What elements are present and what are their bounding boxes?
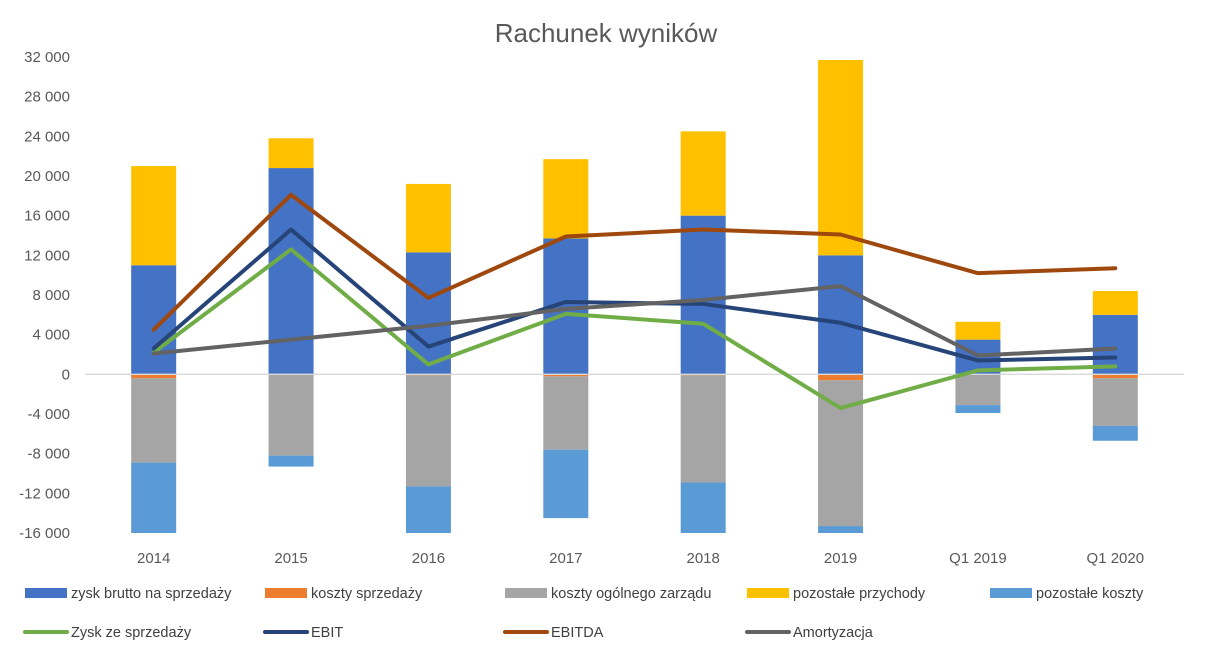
bar-koszty-ogolnego-zarzadu-2014 xyxy=(131,378,177,463)
legend-label: Zysk ze sprzedaży xyxy=(71,625,192,641)
x-tick-label: 2017 xyxy=(549,550,582,567)
bar-pozostale-koszty-2015 xyxy=(268,455,314,467)
legend-label: koszty ogólnego zarządu xyxy=(551,586,711,602)
bar-koszty-sprzedazy-2019 xyxy=(818,374,864,381)
legend-swatch xyxy=(505,588,547,598)
bar-koszty-ogolnego-zarzadu-2016 xyxy=(405,375,451,487)
x-tick-label: Q1 2020 xyxy=(1087,550,1145,567)
bar-pozostale-przychody-2018 xyxy=(680,131,726,216)
y-tick-label: 8 000 xyxy=(32,287,70,304)
y-tick-label: 4 000 xyxy=(32,327,70,344)
bar-pozostale-koszty-q1-2019 xyxy=(955,405,1001,414)
line-ebitda xyxy=(151,192,1118,332)
y-tick-label: 28 000 xyxy=(24,89,70,106)
legend-item-koszty-ogolnego-zarzadu: koszty ogólnego zarządu xyxy=(505,586,711,602)
y-tick-label: 20 000 xyxy=(24,168,70,185)
bar-zysk-brutto-na-sprzedazy-2016 xyxy=(405,252,451,375)
x-tick-label: 2014 xyxy=(137,550,170,567)
bar-pozostale-przychody-2017 xyxy=(543,159,589,239)
legend-label: EBIT xyxy=(311,625,343,641)
bar-koszty-ogolnego-zarzadu-2017 xyxy=(543,376,589,450)
x-tick-label: Q1 2019 xyxy=(949,550,1007,567)
legend-item-ebitda: EBITDA xyxy=(503,625,604,641)
legend-label: Amortyzacja xyxy=(793,625,874,641)
legend-item-koszty-sprzedazy: koszty sprzedaży xyxy=(265,586,423,602)
bar-zysk-brutto-na-sprzedazy-2015 xyxy=(268,168,314,375)
legend-swatch xyxy=(747,588,789,598)
bar-pozostale-przychody-2016 xyxy=(405,183,451,253)
bar-koszty-sprzedazy-2017 xyxy=(543,374,589,377)
bar-pozostale-przychody-2014 xyxy=(131,166,177,266)
bar-koszty-sprzedazy-q1-2020 xyxy=(1092,374,1138,379)
legend-item-pozostale-przychody: pozostałe przychody xyxy=(747,586,926,602)
x-tick-label: 2016 xyxy=(412,550,445,567)
bar-koszty-ogolnego-zarzadu-2018 xyxy=(680,375,726,483)
bar-zysk-brutto-na-sprzedazy-2018 xyxy=(680,215,726,375)
ticks-layer: 32 000 28 000 24 000 20 000 16 000 12 000 8 00… xyxy=(19,49,1144,567)
bar-zysk-brutto-na-sprzedazy-2014 xyxy=(131,265,177,375)
legend-swatch xyxy=(990,588,1032,598)
x-tick-label: 2018 xyxy=(687,550,720,567)
y-tick-label: 0 xyxy=(62,366,70,383)
lines-layer xyxy=(151,192,1118,411)
bar-pozostale-przychody-q1-2020 xyxy=(1092,291,1138,315)
legend-label: EBITDA xyxy=(551,625,604,641)
legend-item-amortyzacja: Amortyzacja xyxy=(745,625,874,641)
bar-pozostale-koszty-2014 xyxy=(131,462,177,533)
bar-pozostale-koszty-2016 xyxy=(405,486,451,533)
bar-pozostale-koszty-2018 xyxy=(680,482,726,533)
legend-item-ebit: EBIT xyxy=(263,625,343,641)
y-tick-label: 32 000 xyxy=(24,49,70,66)
legend-item-zysk-ze-sprzedazy: Zysk ze sprzedaży xyxy=(23,625,192,641)
line-zysk-ze-sprzedazy xyxy=(151,247,1118,411)
bar-pozostale-koszty-2019 xyxy=(818,526,864,533)
legend-label: zysk brutto na sprzedaży xyxy=(71,586,232,602)
y-tick-label: -12 000 xyxy=(19,485,70,502)
bars-layer xyxy=(131,59,1138,533)
y-tick-label: -16 000 xyxy=(19,525,70,542)
y-tick-label: 24 000 xyxy=(24,128,70,145)
y-tick-label: 16 000 xyxy=(24,208,70,225)
bar-koszty-ogolnego-zarzadu-q1-2020 xyxy=(1092,378,1138,426)
legend-layer: zysk brutto na sprzedaży koszty sprzedaży… xyxy=(23,586,1144,641)
bar-pozostale-koszty-q1-2020 xyxy=(1092,425,1138,441)
legend-item-pozostale-koszty: pozostałe koszty xyxy=(990,586,1144,602)
x-tick-label: 2015 xyxy=(274,550,307,567)
bar-pozostale-koszty-2017 xyxy=(543,449,589,519)
bar-pozostale-przychody-2015 xyxy=(268,138,314,169)
bar-koszty-sprzedazy-2014 xyxy=(131,374,177,379)
line-amortyzacja xyxy=(151,284,1118,358)
legend-item-zysk-brutto-na-sprzedazy: zysk brutto na sprzedaży xyxy=(25,586,232,602)
legend-label: pozostałe koszty xyxy=(1036,586,1144,602)
legend-label: pozostałe przychody xyxy=(793,586,926,602)
bar-koszty-ogolnego-zarzadu-q1-2019 xyxy=(955,374,1001,406)
bar-koszty-ogolnego-zarzadu-2015 xyxy=(268,374,314,456)
y-tick-label: 12 000 xyxy=(24,247,70,264)
legend-swatch xyxy=(25,588,67,598)
bar-pozostale-przychody-2019 xyxy=(818,59,864,256)
chart-title: Rachunek wyników xyxy=(494,18,718,48)
y-tick-label: -4 000 xyxy=(27,406,70,423)
bar-pozostale-przychody-q1-2019 xyxy=(955,321,1001,340)
legend-label: koszty sprzedaży xyxy=(311,586,423,602)
y-tick-label: -8 000 xyxy=(27,446,70,463)
x-tick-label: 2019 xyxy=(824,550,857,567)
bar-zysk-brutto-na-sprzedazy-2019 xyxy=(818,255,864,375)
legend-swatch xyxy=(265,588,307,598)
